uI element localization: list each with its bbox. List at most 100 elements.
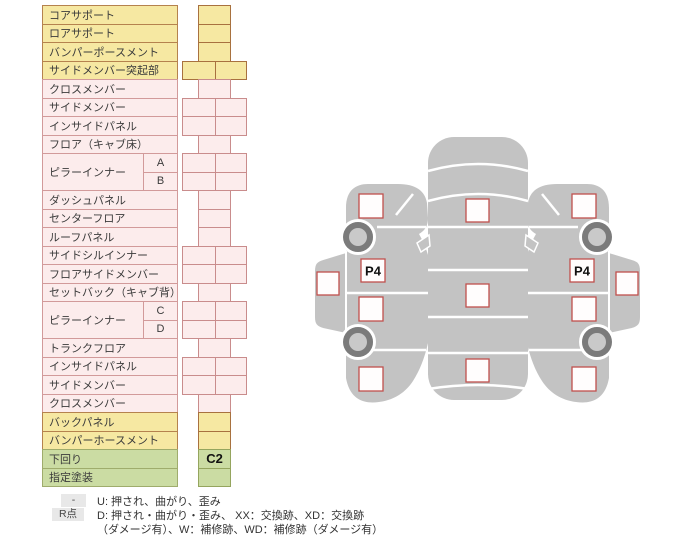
damage-marker[interactable] bbox=[465, 358, 490, 383]
damage-cell[interactable] bbox=[182, 245, 247, 265]
part-label: インサイドパネル bbox=[49, 120, 137, 133]
part-row-pillar-cd: ピラーインナー C D bbox=[42, 301, 178, 339]
pillar-sub-label: B bbox=[156, 175, 165, 188]
part-label: ルーフパネル bbox=[49, 231, 115, 244]
part-label: サイドシルインナー bbox=[49, 250, 148, 263]
legend-badge-rten: R点 bbox=[52, 508, 84, 521]
damage-marker[interactable] bbox=[571, 366, 597, 392]
damage-cell[interactable] bbox=[182, 116, 247, 136]
part-label: サイドメンバー突起部 bbox=[49, 65, 159, 78]
part-row: バンパーホースメント bbox=[42, 430, 178, 450]
left-mirror bbox=[416, 233, 431, 254]
damage-cell[interactable] bbox=[182, 171, 247, 191]
part-label: フロア（キャブ床） bbox=[49, 139, 148, 152]
part-row: コアサポート bbox=[42, 5, 178, 25]
damage-cell[interactable] bbox=[198, 412, 231, 432]
part-label: セットバック（キャブ背） bbox=[49, 287, 178, 300]
damage-cell[interactable] bbox=[198, 467, 231, 487]
pillar-sub-column: A B bbox=[143, 154, 177, 190]
part-label: クロスメンバー bbox=[49, 83, 126, 96]
damage-cell[interactable] bbox=[198, 227, 231, 247]
vehicle-diagram: P4 P4 bbox=[312, 137, 643, 404]
part-row: バックパネル bbox=[42, 412, 178, 432]
damage-marker[interactable] bbox=[465, 198, 490, 223]
part-row: 下回り bbox=[42, 449, 178, 469]
damage-cell[interactable] bbox=[182, 319, 247, 339]
damage-marker[interactable] bbox=[571, 193, 597, 219]
damage-marker[interactable] bbox=[358, 193, 384, 219]
part-label: コアサポート bbox=[49, 9, 115, 22]
part-row-pillar-ab: ピラーインナー A B bbox=[42, 153, 178, 191]
p4-marker-right[interactable] bbox=[569, 258, 595, 283]
pillar-sub-column: C D bbox=[143, 302, 177, 338]
part-row: インサイドパネル bbox=[42, 116, 178, 136]
part-label: バンパーポースメント bbox=[49, 46, 159, 59]
part-row: サイドメンバー bbox=[42, 97, 178, 117]
damage-marker[interactable] bbox=[358, 296, 384, 322]
damage-cell[interactable] bbox=[182, 375, 247, 395]
part-row: フロア（キャブ床） bbox=[42, 134, 178, 154]
part-row: ロアサポート bbox=[42, 23, 178, 43]
part-row: バンパーポースメント bbox=[42, 42, 178, 62]
part-row: ダッシュパネル bbox=[42, 190, 178, 210]
part-row: サイドメンバー bbox=[42, 375, 178, 395]
part-label: ロアサポート bbox=[49, 28, 115, 41]
pillar-sub-label: A bbox=[144, 154, 177, 173]
damage-cell[interactable] bbox=[182, 97, 247, 117]
part-row: センターフロア bbox=[42, 208, 178, 228]
part-label: サイドメンバー bbox=[49, 379, 126, 392]
part-label: バンパーホースメント bbox=[49, 435, 159, 448]
damage-marker[interactable] bbox=[615, 271, 639, 296]
damage-cell[interactable] bbox=[182, 356, 247, 376]
damage-marker[interactable] bbox=[316, 271, 340, 296]
damage-cell[interactable] bbox=[198, 190, 231, 210]
part-label: バックパネル bbox=[49, 416, 115, 429]
legend-line-u: U: 押され、曲がり、歪み bbox=[97, 496, 221, 508]
damage-marker[interactable] bbox=[358, 366, 384, 392]
legend-badge-dash: - bbox=[61, 494, 86, 507]
damage-marker[interactable] bbox=[465, 283, 490, 308]
part-row: 指定塗装 bbox=[42, 467, 178, 487]
legend-line-d-1: D: 押され・曲がり・歪み、 XX：交換跡、XD：交換跡 bbox=[97, 510, 365, 522]
part-label: クロスメンバー bbox=[49, 398, 126, 411]
p4-label-right: P4 bbox=[574, 264, 591, 279]
part-label: センターフロア bbox=[49, 213, 126, 226]
part-label: インサイドパネル bbox=[49, 361, 137, 374]
damage-code: C2 bbox=[206, 451, 223, 467]
part-label: ピラーインナー bbox=[49, 167, 126, 179]
part-label: ピラーインナー bbox=[49, 315, 126, 327]
top-view-car bbox=[416, 137, 539, 400]
damage-cell[interactable] bbox=[198, 134, 231, 154]
damage-cell[interactable] bbox=[198, 5, 231, 25]
part-label: 下回り bbox=[49, 453, 82, 466]
damage-cell[interactable] bbox=[198, 208, 231, 228]
damage-cell[interactable] bbox=[198, 282, 231, 302]
damage-cell[interactable] bbox=[198, 430, 231, 450]
p4-marker-left[interactable] bbox=[360, 258, 386, 283]
part-row: サイドシルインナー bbox=[42, 245, 178, 265]
part-row: クロスメンバー bbox=[42, 393, 178, 413]
damage-cell[interactable] bbox=[182, 153, 247, 173]
part-row: インサイドパネル bbox=[42, 356, 178, 376]
damage-cell[interactable] bbox=[182, 264, 247, 284]
part-label: トランクフロア bbox=[49, 342, 126, 355]
part-row: トランクフロア bbox=[42, 338, 178, 358]
damage-cell[interactable] bbox=[198, 42, 231, 62]
damage-cell[interactable] bbox=[198, 338, 231, 358]
damage-cell[interactable] bbox=[198, 393, 231, 413]
part-label: サイドメンバー bbox=[49, 102, 126, 115]
part-row: サイドメンバー突起部 bbox=[42, 60, 178, 80]
damage-marker[interactable] bbox=[571, 296, 597, 322]
damage-cell[interactable] bbox=[198, 79, 231, 99]
pillar-sub-label: C bbox=[144, 302, 177, 321]
damage-cell[interactable] bbox=[182, 301, 247, 321]
damage-cell[interactable] bbox=[182, 60, 247, 80]
pillar-sub-label: D bbox=[156, 323, 165, 336]
part-row: フロアサイドメンバー bbox=[42, 264, 178, 284]
legend-line-d-2: （ダメージ有）、W：補修跡、WD：補修跡（ダメージ有） bbox=[97, 524, 384, 536]
damage-cell[interactable] bbox=[198, 23, 231, 43]
part-row: クロスメンバー bbox=[42, 79, 178, 99]
damage-cell-underbody[interactable]: C2 bbox=[198, 449, 231, 469]
part-label: 指定塗装 bbox=[49, 472, 93, 485]
